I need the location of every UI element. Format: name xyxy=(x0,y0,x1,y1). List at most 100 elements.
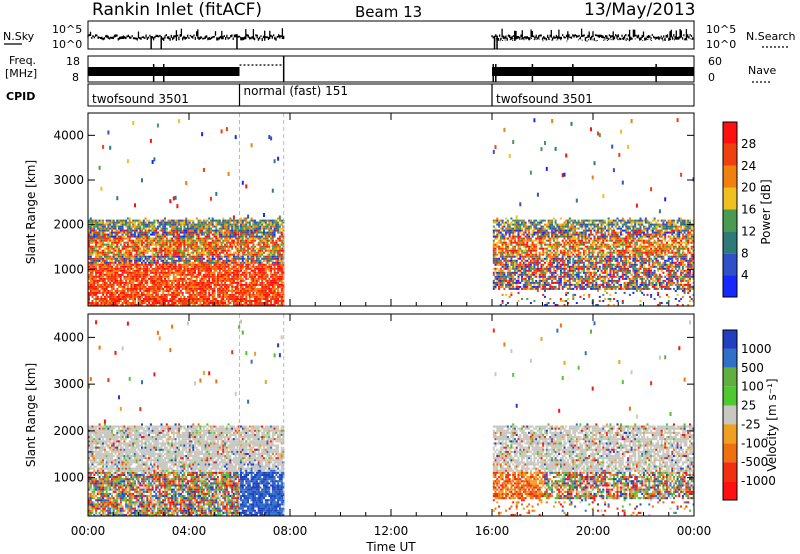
power-cell xyxy=(236,271,239,274)
power-cell xyxy=(524,249,527,252)
power-cell xyxy=(277,287,280,290)
power-cell xyxy=(192,285,195,288)
power-cell xyxy=(266,295,269,298)
power-cell xyxy=(519,249,522,252)
power-cell xyxy=(494,277,497,280)
power-cell xyxy=(158,267,161,270)
power-cell xyxy=(257,253,260,256)
power-cell xyxy=(240,275,242,278)
power-cell xyxy=(160,243,163,246)
power-cell xyxy=(107,255,110,258)
power-cell xyxy=(245,275,248,278)
power-cell xyxy=(188,219,191,222)
power-cell xyxy=(270,223,273,226)
power-cell xyxy=(192,293,195,296)
power-cell xyxy=(220,287,223,290)
power-cell xyxy=(247,287,250,290)
power-cell xyxy=(245,289,248,292)
power-cell xyxy=(275,219,278,222)
power-cell xyxy=(536,227,539,230)
power-cell xyxy=(149,241,152,244)
power-cell xyxy=(171,247,174,250)
power-cell xyxy=(533,265,536,268)
power-cell xyxy=(248,267,251,270)
power-cell xyxy=(195,289,198,292)
power-cell xyxy=(499,285,502,288)
power-cell xyxy=(96,227,99,230)
power-cell xyxy=(130,298,133,300)
power-cell xyxy=(137,279,140,282)
power-cell xyxy=(155,243,158,246)
power-cell xyxy=(222,217,225,220)
power-cell xyxy=(126,229,129,232)
power-cell xyxy=(540,279,543,282)
power-cell xyxy=(142,255,145,258)
power-cell xyxy=(250,253,253,256)
power-cell xyxy=(112,251,115,254)
power-cell xyxy=(160,295,163,298)
power-cell xyxy=(142,261,145,264)
power-cell xyxy=(222,273,225,276)
power-cell xyxy=(208,300,211,302)
power-cell xyxy=(105,237,108,240)
power-cell xyxy=(255,223,258,226)
power-cell xyxy=(181,259,184,262)
power-cell xyxy=(498,261,501,264)
power-cell xyxy=(270,287,273,290)
power-cell xyxy=(160,283,163,286)
power-cell xyxy=(162,298,165,300)
power-cell xyxy=(118,293,120,296)
power-cell xyxy=(218,233,221,236)
power-cell xyxy=(271,287,274,290)
power-cell xyxy=(171,295,174,298)
power-cell xyxy=(146,219,149,222)
power-cell xyxy=(96,283,99,286)
power-cell xyxy=(268,239,271,242)
power-cell xyxy=(160,227,163,230)
power-cell xyxy=(220,257,223,260)
power-cell xyxy=(240,235,242,238)
power-cell xyxy=(146,273,149,276)
power-cell xyxy=(273,275,276,278)
power-cell xyxy=(268,243,271,246)
power-cell xyxy=(134,302,136,304)
power-cell xyxy=(178,273,181,276)
power-cell xyxy=(211,265,214,268)
power-cell xyxy=(259,245,262,248)
power-cell xyxy=(171,223,174,226)
power-cell xyxy=(132,275,135,278)
power-cell xyxy=(280,227,283,230)
power-cell xyxy=(222,235,225,238)
power-cell xyxy=(499,227,502,230)
power-cell xyxy=(158,300,161,302)
power-cell xyxy=(208,302,211,304)
power-cell xyxy=(176,239,179,242)
power-cell xyxy=(227,172,230,176)
power-cell xyxy=(112,283,115,286)
power-cell xyxy=(234,300,237,302)
power-cell xyxy=(264,293,267,296)
power-cell xyxy=(195,287,198,290)
power-cell xyxy=(102,271,105,274)
power-cell xyxy=(149,259,152,262)
power-cell xyxy=(118,285,120,288)
power-cell xyxy=(162,300,165,302)
power-cell xyxy=(227,304,230,306)
power-cell xyxy=(213,245,216,248)
power-cell xyxy=(275,227,278,230)
power-cell xyxy=(179,249,182,252)
power-cell xyxy=(515,227,518,230)
power-cell xyxy=(199,229,202,232)
power-cell xyxy=(116,245,119,248)
power-cell xyxy=(208,265,211,268)
power-cell xyxy=(130,229,133,232)
power-cell xyxy=(277,285,280,288)
power-cell xyxy=(88,304,90,306)
power-cell xyxy=(277,237,280,240)
power-cell xyxy=(259,289,262,292)
power-cell xyxy=(107,269,110,272)
power-cell xyxy=(494,235,497,238)
power-cell xyxy=(103,263,106,266)
power-cell xyxy=(266,261,269,264)
power-cell xyxy=(248,219,251,222)
